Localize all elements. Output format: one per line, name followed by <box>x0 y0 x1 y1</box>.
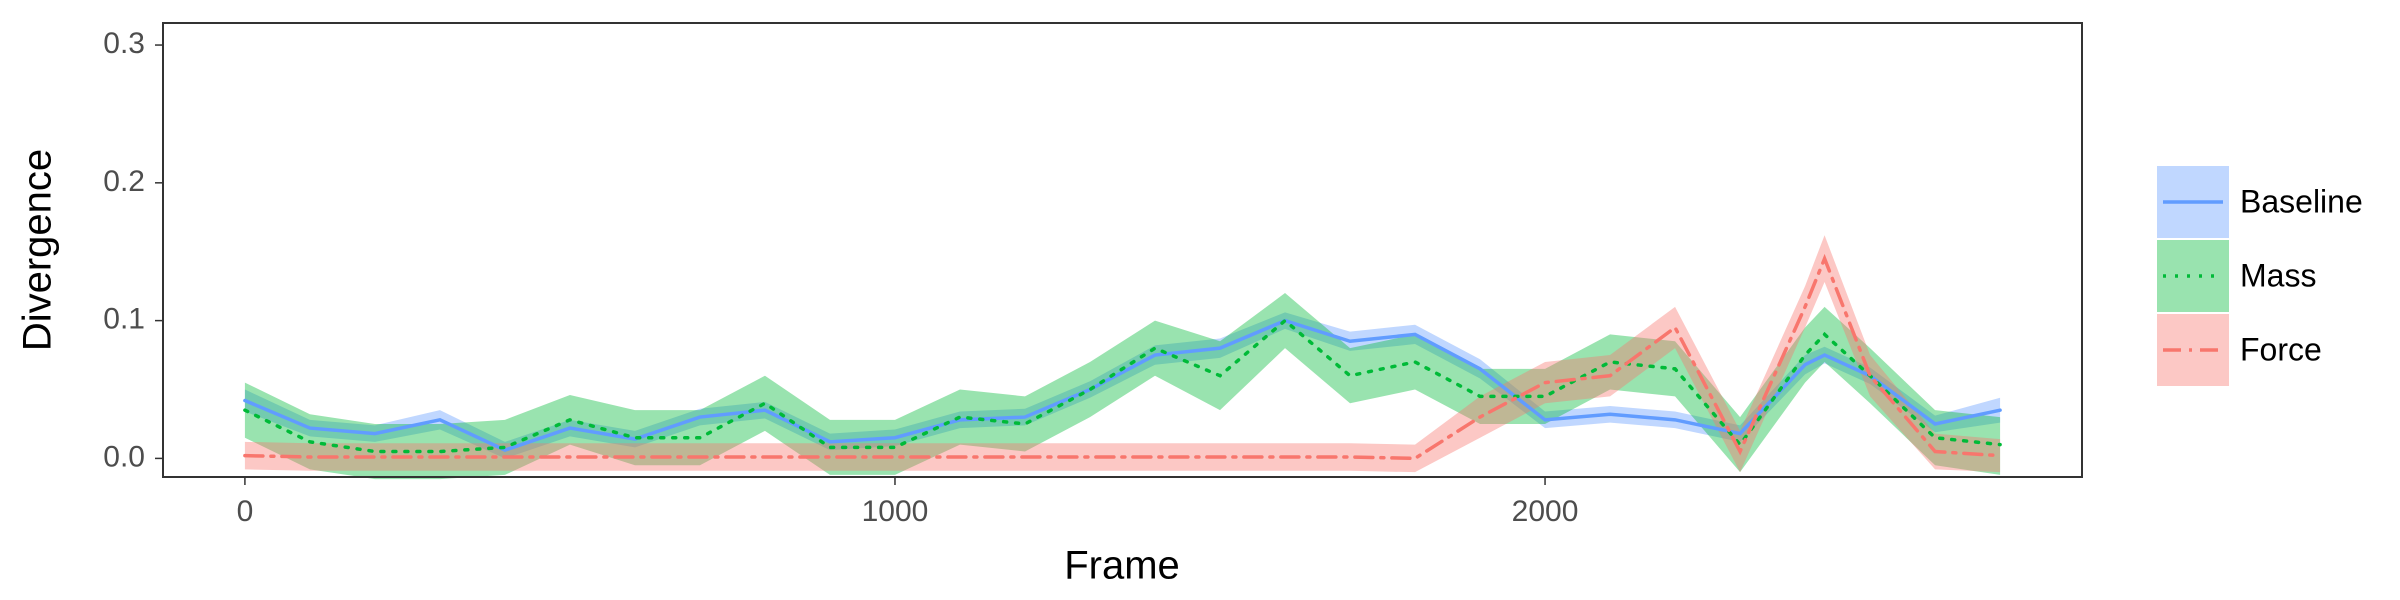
x-axis-label: Frame <box>1064 544 1180 588</box>
series-line <box>243 318 2002 454</box>
x-tick-label: 0 <box>237 495 254 528</box>
x-tick-label: 1000 <box>862 495 929 528</box>
legend-label: Baseline <box>2240 183 2363 219</box>
y-tick-label: 0.3 <box>103 27 145 60</box>
y-tick-label: 0.2 <box>103 165 145 198</box>
legend-label: Force <box>2240 331 2322 367</box>
y-tick-label: 0.1 <box>103 303 145 336</box>
series-line <box>243 253 2002 461</box>
ribbon <box>244 293 2001 480</box>
legend-label: Mass <box>2240 257 2316 293</box>
x-tick-label: 2000 <box>1512 495 1579 528</box>
y-tick-label: 0.0 <box>103 440 145 473</box>
y-axis-label: Divergence <box>16 149 60 351</box>
legend-key <box>2157 240 2229 312</box>
plot-border <box>162 22 2083 478</box>
series-line <box>243 318 2002 453</box>
